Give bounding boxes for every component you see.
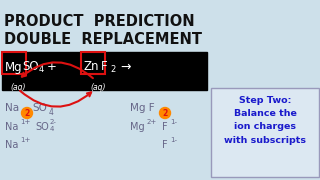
Text: 1-: 1- <box>170 137 177 143</box>
Circle shape <box>21 107 33 118</box>
Text: (aq): (aq) <box>10 83 26 92</box>
Text: Mg: Mg <box>130 122 145 132</box>
Text: (aq): (aq) <box>90 83 106 92</box>
Text: 2+: 2+ <box>147 119 157 125</box>
Text: SO: SO <box>22 60 39 73</box>
Text: 4: 4 <box>49 108 54 117</box>
Text: DOUBLE  REPLACEMENT: DOUBLE REPLACEMENT <box>4 32 202 47</box>
Text: 2: 2 <box>162 109 168 118</box>
Text: PRODUCT  PREDICTION: PRODUCT PREDICTION <box>4 14 195 29</box>
FancyArrowPatch shape <box>20 91 91 107</box>
Text: 4: 4 <box>50 126 54 132</box>
Bar <box>2 52 207 90</box>
Text: F: F <box>162 122 168 132</box>
Text: 1-: 1- <box>170 119 177 125</box>
Text: Na: Na <box>5 122 18 132</box>
Text: +: + <box>47 60 57 73</box>
Text: 1+: 1+ <box>20 137 30 143</box>
Text: 1+: 1+ <box>20 119 30 125</box>
FancyArrowPatch shape <box>22 62 93 78</box>
Text: 2: 2 <box>110 66 115 75</box>
Text: Zn: Zn <box>84 60 100 73</box>
Text: F: F <box>101 60 108 73</box>
Text: 2-: 2- <box>50 119 57 125</box>
Text: SO: SO <box>32 103 47 113</box>
Text: 2: 2 <box>24 109 30 118</box>
Text: F: F <box>162 140 168 150</box>
Circle shape <box>159 107 171 118</box>
Text: SO: SO <box>35 122 49 132</box>
Text: Na: Na <box>5 140 18 150</box>
Text: →: → <box>120 60 131 73</box>
Text: Mg F: Mg F <box>130 103 155 113</box>
Text: Na: Na <box>5 103 19 113</box>
Text: Step Two:
Balance the
ion charges
with subscripts: Step Two: Balance the ion charges with s… <box>224 96 306 145</box>
Text: Mg: Mg <box>5 60 23 73</box>
Text: 4: 4 <box>39 66 44 75</box>
FancyBboxPatch shape <box>211 88 319 177</box>
